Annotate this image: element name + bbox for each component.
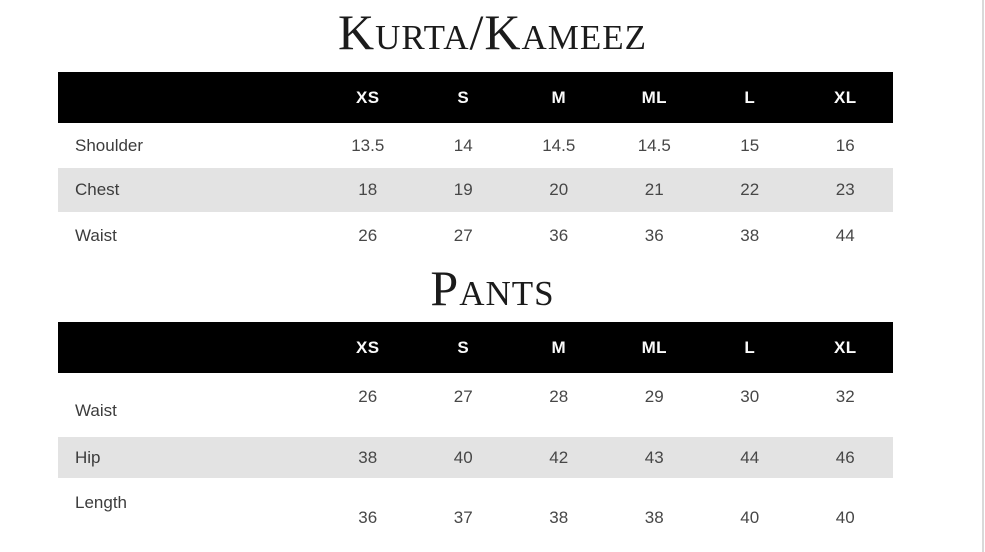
header-spacer	[58, 322, 320, 373]
size-value-cell: 36	[644, 226, 664, 245]
table-row-waist: Waist 26 27 28 29 30 32	[58, 373, 893, 437]
size-value-cell: 26	[358, 387, 378, 406]
size-column-header: XS	[356, 88, 380, 107]
size-value-cell: 15	[740, 136, 760, 155]
size-column-header: ML	[641, 338, 667, 357]
table-row-hip: Hip 38 40 42 43 44 46	[58, 437, 893, 478]
size-value-cell: 40	[740, 508, 760, 527]
size-column-header: M	[551, 88, 567, 107]
size-value-cell: 30	[740, 387, 760, 406]
row-label: Waist	[75, 401, 117, 420]
size-column-header: L	[744, 88, 756, 107]
table-header-row: XS S M ML L XL	[58, 322, 893, 373]
size-value-cell: 42	[549, 448, 569, 467]
table-row-waist: Waist 26 27 36 36 38 44	[58, 212, 893, 260]
size-value-cell: 22	[740, 180, 760, 199]
row-label: Length	[75, 493, 127, 512]
size-value-cell: 18	[358, 180, 378, 199]
row-label: Hip	[75, 448, 101, 467]
section-title-pants: Pants	[430, 260, 555, 316]
size-value-cell: 14.5	[542, 136, 576, 155]
size-value-cell: 38	[549, 508, 569, 527]
size-column-header: XS	[356, 338, 380, 357]
section-title-kurta-kameez: Kurta/Kameez	[337, 4, 647, 60]
header-spacer	[58, 72, 320, 123]
size-value-cell: 26	[358, 226, 378, 245]
size-value-cell: 40	[835, 508, 855, 527]
size-value-cell: 27	[453, 387, 473, 406]
size-value-cell: 16	[835, 136, 855, 155]
size-column-header: L	[744, 338, 756, 357]
size-column-header: S	[457, 338, 470, 357]
size-value-cell: 37	[453, 508, 473, 527]
size-value-cell: 36	[358, 508, 378, 527]
size-value-cell: 44	[740, 448, 760, 467]
row-label: Chest	[75, 180, 120, 199]
size-value-cell: 21	[644, 180, 664, 199]
size-column-header: M	[551, 338, 567, 357]
table-header-row: XS S M ML L XL	[58, 72, 893, 123]
row-label: Waist	[75, 226, 117, 245]
size-value-cell: 36	[549, 226, 569, 245]
row-label: Shoulder	[75, 136, 144, 155]
size-value-cell: 38	[358, 448, 378, 467]
size-value-cell: 14	[453, 136, 473, 155]
size-value-cell: 28	[549, 387, 569, 406]
size-value-cell: 20	[549, 180, 569, 199]
size-value-cell: 27	[453, 226, 473, 245]
size-value-cell: 19	[453, 180, 473, 199]
pants-size-table: XS S M ML L XL Waist 26 27 28 29 30 32 H…	[58, 322, 893, 540]
size-value-cell: 38	[740, 226, 760, 245]
table-row-chest: Chest 18 19 20 21 22 23	[58, 168, 893, 212]
size-value-cell: 29	[644, 387, 664, 406]
size-value-cell: 40	[453, 448, 473, 467]
size-column-header: S	[457, 88, 470, 107]
size-value-cell: 14.5	[637, 136, 671, 155]
size-value-cell: 13.5	[351, 136, 385, 155]
size-column-header: XL	[833, 88, 857, 107]
size-value-cell: 46	[835, 448, 855, 467]
size-value-cell: 43	[644, 448, 664, 467]
table-row-length: Length 36 37 38 38 40 40	[58, 478, 893, 540]
size-value-cell: 23	[835, 180, 855, 199]
size-column-header: ML	[641, 88, 667, 107]
size-value-cell: 44	[835, 226, 855, 245]
kurta-kameez-size-table: XS S M ML L XL Shoulder 13.5 14 14.5 14.…	[58, 72, 893, 260]
page-edge-divider	[982, 0, 984, 552]
size-value-cell: 32	[835, 387, 855, 406]
size-value-cell: 38	[644, 508, 664, 527]
table-row-shoulder: Shoulder 13.5 14 14.5 14.5 15 16	[58, 123, 893, 168]
size-column-header: XL	[833, 338, 857, 357]
